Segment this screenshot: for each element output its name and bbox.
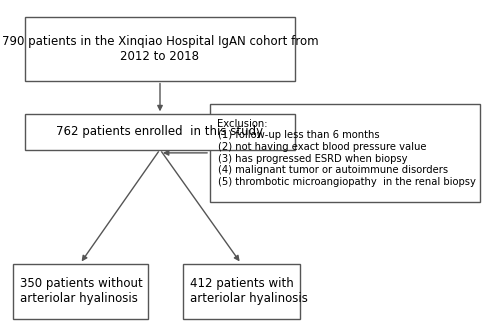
Bar	[12, 264, 147, 319]
Text: 762 patients enrolled  in this study: 762 patients enrolled in this study	[56, 125, 264, 138]
Bar	[25, 114, 295, 150]
Bar	[25, 17, 295, 81]
Text: 790 patients in the Xinqiao Hospital IgAN cohort from
2012 to 2018: 790 patients in the Xinqiao Hospital IgA…	[2, 35, 318, 63]
Text: Exclusion:
(1) follow-up less than 6 months
(2) not having exact blood pressure : Exclusion: (1) follow-up less than 6 mon…	[218, 119, 476, 187]
Bar	[182, 264, 300, 319]
Text: 412 patients with
arteriolar hyalinosis: 412 patients with arteriolar hyalinosis	[190, 278, 308, 305]
Text: 350 patients without
arteriolar hyalinosis: 350 patients without arteriolar hyalinos…	[20, 278, 143, 305]
Bar	[210, 104, 480, 202]
